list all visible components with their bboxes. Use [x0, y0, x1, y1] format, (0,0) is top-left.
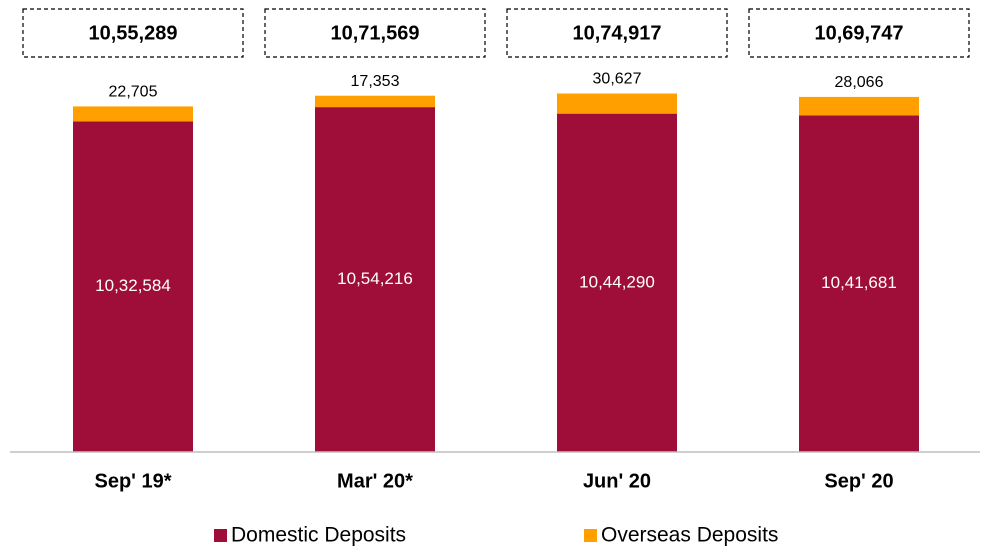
total-label: 10,74,917: [573, 22, 662, 44]
bar-value-label: 22,705: [109, 84, 158, 101]
total-box: [748, 8, 970, 58]
total-box: [506, 8, 728, 58]
bar-segment: [315, 107, 435, 452]
bar-segment: [73, 106, 193, 122]
total-label: 10,69,747: [815, 22, 904, 44]
bar-segment: [557, 93, 677, 114]
legend-swatch: [214, 529, 227, 542]
bar-value-label: 17,353: [351, 73, 400, 90]
bar-value-label: 28,066: [835, 74, 884, 91]
bar-value-label: 10,41,681: [821, 273, 897, 292]
total-box: [264, 8, 486, 58]
x-tick-label: Sep' 20: [824, 470, 893, 492]
x-tick-label: Sep' 19*: [94, 470, 171, 492]
bar-segment: [557, 113, 677, 453]
bar-segment: [799, 96, 919, 116]
legend-label: Overseas Deposits: [601, 524, 778, 547]
legend-label: Domestic Deposits: [231, 524, 406, 547]
bar-value-label: 10,54,216: [337, 269, 413, 288]
bar-value-label: 30,627: [593, 71, 642, 88]
total-box: [22, 8, 244, 58]
bar-value-label: 10,32,584: [95, 276, 171, 295]
bar-segment: [73, 121, 193, 452]
bar-segment: [315, 95, 435, 108]
bar-value-label: 10,44,290: [579, 272, 655, 291]
x-tick-label: Mar' 20*: [337, 470, 413, 492]
x-tick-label: Jun' 20: [583, 470, 651, 492]
total-label: 10,71,569: [331, 22, 420, 44]
total-label: 10,55,289: [89, 22, 178, 44]
bar-segment: [799, 115, 919, 452]
legend-swatch: [584, 529, 597, 542]
